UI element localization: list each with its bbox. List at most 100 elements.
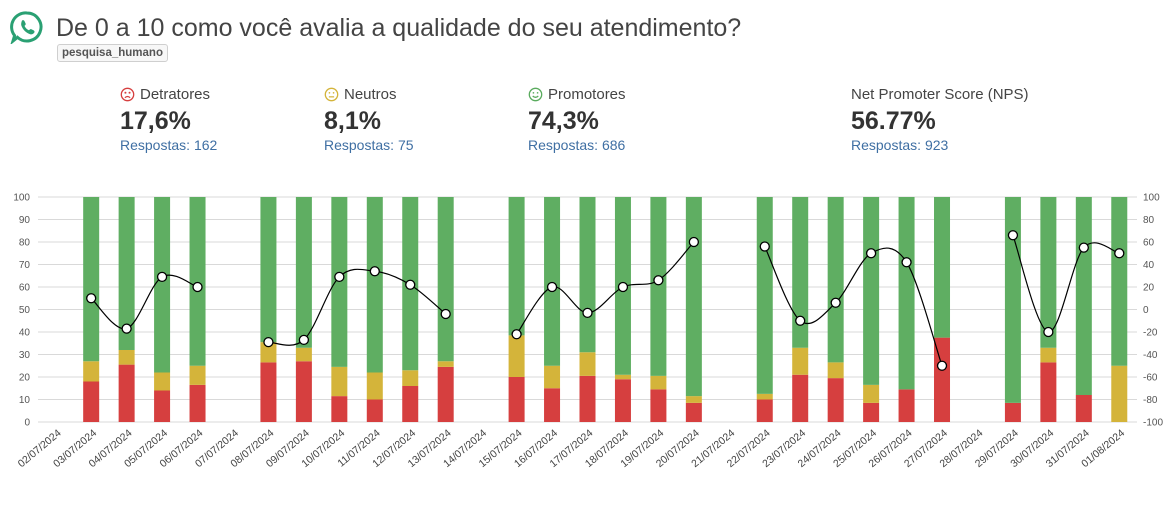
nps-point <box>334 271 345 283</box>
bar-detratores <box>331 396 348 422</box>
y-tick-label: 10 <box>19 395 31 406</box>
stat-responses: 686 <box>601 137 626 153</box>
bar-promotores <box>827 197 844 363</box>
bar-promotores <box>650 197 667 376</box>
bar-promotores <box>1004 197 1021 403</box>
nps-point <box>121 323 132 334</box>
stat-responses-label: Respostas: <box>851 137 922 153</box>
bar-promotores <box>260 197 277 343</box>
nps-line <box>90 274 198 330</box>
nps-line <box>1012 235 1120 333</box>
nps-point <box>759 241 770 252</box>
bar-promotores <box>154 197 171 373</box>
bar-neutros <box>650 375 667 390</box>
bar-detratores <box>863 402 880 422</box>
nps-point <box>511 329 522 340</box>
bar-neutros <box>154 372 171 391</box>
bar-detratores <box>827 378 844 422</box>
nps-point <box>1007 230 1019 241</box>
bar-promotores <box>83 197 100 362</box>
stat-responses: 923 <box>924 137 949 153</box>
nps-point <box>936 360 948 371</box>
nps-point <box>901 257 912 268</box>
stat-promoters: Promotores 74,3% Respostas: 686 <box>528 86 626 153</box>
y-tick-label: 30 <box>19 350 31 361</box>
page-title: De 0 a 10 como você avalia a qualidade d… <box>56 14 742 42</box>
bar-neutros <box>331 366 348 397</box>
bar-promotores <box>508 197 525 336</box>
bar-neutros <box>402 370 419 386</box>
bar-detratores <box>402 386 419 422</box>
y-tick-label: 80 <box>19 238 31 249</box>
stat-responses-label: Respostas: <box>528 137 599 153</box>
nps-line <box>764 246 943 366</box>
nps-point <box>1114 248 1125 259</box>
bar-promotores <box>189 197 206 366</box>
y-tick-label: 90 <box>19 215 31 226</box>
nps-point <box>830 297 841 308</box>
bar-detratores <box>366 399 383 422</box>
stats-summary: Detratores 17,6% Respostas: 162 Neutros … <box>0 86 1175 166</box>
stat-value: 56.77% <box>851 107 936 135</box>
y2-tick-label: -100 <box>1143 418 1163 429</box>
bar-detratores <box>508 377 525 422</box>
bar-promotores <box>1075 197 1092 395</box>
y2-tick-label: 40 <box>1143 260 1155 271</box>
bar-neutros <box>437 361 454 367</box>
stat-value: 74,3% <box>528 107 599 135</box>
stat-nps: Net Promoter Score (NPS) 56.77% Resposta… <box>851 86 1029 153</box>
bar-neutros <box>792 347 809 375</box>
happy-face-icon <box>528 87 543 102</box>
bar-promotores <box>863 197 880 385</box>
y2-tick-label: 20 <box>1143 283 1155 294</box>
stat-label: Detratores <box>140 86 211 103</box>
bar-promotores <box>898 197 915 390</box>
nps-line <box>516 241 695 335</box>
nps-point <box>1043 326 1054 338</box>
nps-point <box>86 293 97 304</box>
bar-detratores <box>898 389 915 422</box>
bar-neutros <box>366 372 383 400</box>
stat-responses: 162 <box>193 137 218 153</box>
nps-daily-chart: 0 10 20 30 40 50 60 70 80 90 100 -100 -80 -60 -40 -20 0 2… <box>13 193 1163 471</box>
stat-detractors: Detratores 17,6% Respostas: 162 <box>120 86 217 153</box>
bar-neutros <box>1040 347 1057 363</box>
bar-detratores <box>83 381 100 422</box>
stat-value: 17,6% <box>120 107 191 135</box>
y-tick-label: 50 <box>19 305 31 316</box>
nps-point <box>192 281 203 293</box>
bar-detratores <box>614 379 631 422</box>
bar-detratores <box>544 388 561 422</box>
y-tick-label: 70 <box>19 260 31 271</box>
bar-promotores <box>437 197 454 362</box>
nps-point <box>582 307 593 319</box>
bar-neutros <box>756 393 773 400</box>
bar-promotores <box>366 197 383 373</box>
bar-promotores <box>792 197 809 348</box>
bar-neutros <box>189 365 206 385</box>
bar-detratores <box>118 364 135 422</box>
stat-responses-label: Respostas: <box>324 137 395 153</box>
nps-point <box>405 279 416 290</box>
y2-tick-label: -80 <box>1143 395 1158 406</box>
y2-tick-label: -20 <box>1143 328 1158 339</box>
survey-tag: pesquisa_humano <box>57 44 168 62</box>
bar-neutros <box>118 350 135 365</box>
bar-detratores <box>579 375 596 422</box>
neutral-face-icon <box>324 87 339 102</box>
whatsapp-icon <box>10 11 43 44</box>
bar-detratores <box>1075 395 1092 422</box>
nps-point <box>617 281 629 293</box>
bar-detratores <box>934 337 951 422</box>
y-tick-label: 0 <box>24 418 30 429</box>
bar-detratores <box>685 402 702 422</box>
y-tick-label: 60 <box>19 283 31 294</box>
stat-responses-label: Respostas: <box>120 137 191 153</box>
bar-neutros <box>685 396 702 403</box>
bar-promotores <box>934 197 951 338</box>
bar-promotores <box>118 197 135 350</box>
bar-detratores <box>295 361 312 422</box>
nps-point <box>865 248 877 259</box>
stat-value: 8,1% <box>324 107 381 135</box>
bar-detratores <box>260 362 277 422</box>
